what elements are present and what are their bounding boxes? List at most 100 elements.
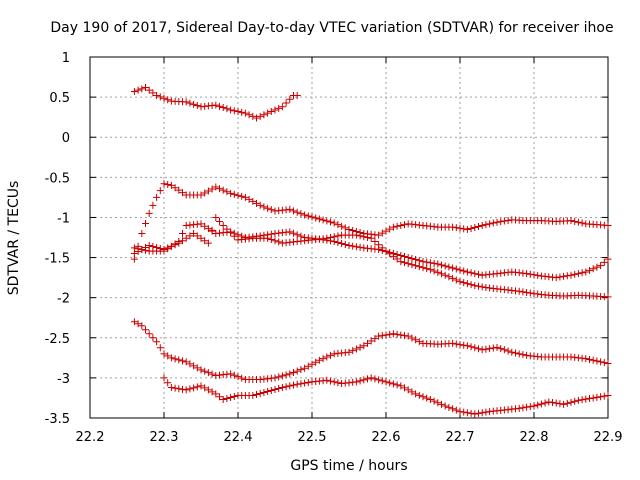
data-point [467,409,475,417]
data-point [171,384,179,392]
data-point [230,107,238,115]
data-point [219,104,227,112]
data-point [253,199,260,207]
data-point [423,394,431,402]
data-point [386,225,394,233]
data-point [463,409,471,417]
data-point [475,222,482,230]
data-point [315,356,323,364]
data-point [408,334,416,342]
data-point [153,193,161,201]
data-point [586,355,593,363]
data-point [360,233,368,241]
data-point [434,260,442,268]
data-point [160,180,168,188]
data-point [382,378,390,386]
data-point [356,232,364,240]
data-point [293,231,301,239]
data-point [138,246,146,254]
data-point [489,344,497,352]
data-point [537,400,545,408]
data-point [219,186,227,194]
data-point [545,398,553,406]
data-point [523,270,531,278]
data-point [434,268,442,276]
data-point [197,191,205,199]
data-point [238,108,246,116]
data-point [356,243,364,251]
data-point [360,342,368,350]
data-point [482,283,490,291]
data-point [378,244,386,252]
data-point [164,96,172,104]
data-point [208,185,216,193]
data-point [278,384,286,392]
data-point [167,384,175,392]
data-point [201,222,209,230]
data-point [393,381,401,389]
data-point [486,345,494,353]
data-point [430,267,438,275]
data-point [327,234,334,241]
data-point [345,242,353,250]
data-point [271,374,279,382]
y-tick-label: -2.5 [45,332,70,347]
data-point [500,346,508,354]
data-point [234,191,242,199]
data-point [234,108,242,116]
data-point [397,221,405,229]
data-point [153,92,161,100]
data-point [212,183,220,191]
data-point [153,244,161,252]
data-point [408,255,416,263]
data-point [186,385,194,393]
data-point [397,331,405,339]
data-point [197,220,205,228]
data-point [171,241,179,249]
data-point [334,239,342,247]
data-point [408,261,416,269]
data-point [275,385,283,393]
data-point [216,393,223,401]
series-track-e [160,374,612,418]
data-point [241,193,249,201]
data-point [500,217,508,225]
data-point [278,372,286,380]
data-point [471,223,479,231]
data-point [234,373,242,381]
data-point [456,408,464,416]
data-point [586,395,593,403]
data-point [589,394,597,402]
data-point [167,181,175,189]
data-point [338,222,346,230]
data-point [426,259,434,267]
data-point [563,399,571,407]
data-point [256,201,264,209]
series-track-d [130,318,612,383]
data-point [386,330,394,338]
data-point [571,397,579,405]
data-point [156,187,164,195]
data-point [264,204,272,212]
data-point [460,267,468,275]
data-point [397,382,405,390]
data-point [197,234,205,242]
data-point [260,111,268,119]
data-point [441,262,449,270]
data-point [334,221,342,229]
data-point [230,190,238,198]
y-tick-label: 0.5 [49,91,70,106]
grid [90,57,608,418]
data-point [478,283,486,291]
data-point [467,343,475,351]
data-point [293,208,301,216]
data-point [571,270,579,278]
data-point [319,355,327,363]
data-point [486,220,494,228]
data-point [412,390,420,398]
data-point [412,336,420,344]
data-point [164,352,172,360]
series-track-b [130,220,612,282]
data-point [541,399,549,407]
data-point [356,343,364,351]
